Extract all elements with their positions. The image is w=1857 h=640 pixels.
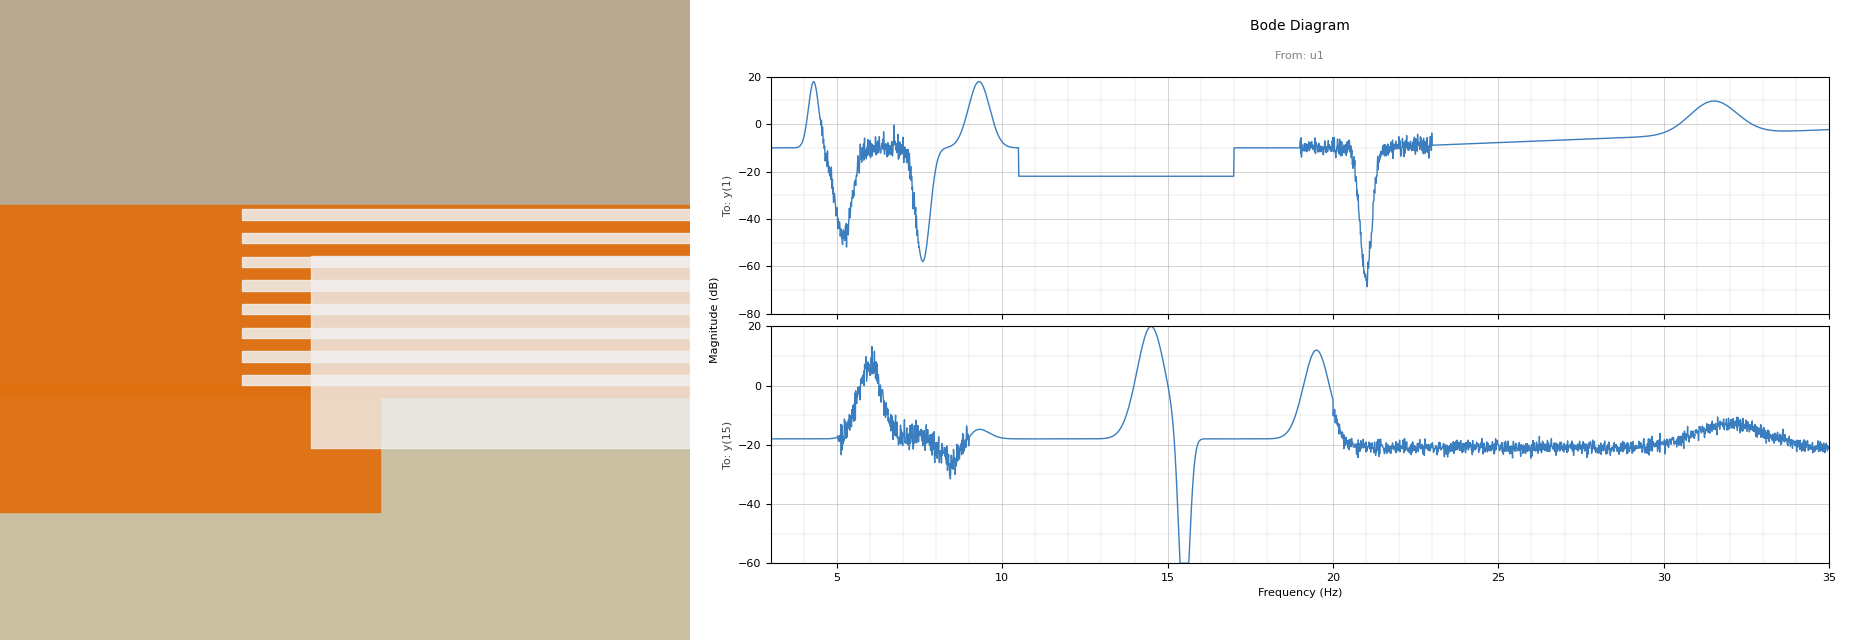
- Text: Magnitude (dB): Magnitude (dB): [709, 277, 721, 363]
- Text: Bode Diagram: Bode Diagram: [1250, 19, 1350, 33]
- Y-axis label: To: y(15): To: y(15): [722, 420, 734, 469]
- Bar: [241, 328, 691, 338]
- Bar: [0, 397, 691, 640]
- Bar: [241, 280, 691, 291]
- X-axis label: Frequency (Hz): Frequency (Hz): [1257, 588, 1343, 598]
- Bar: [241, 304, 691, 314]
- Bar: [241, 233, 691, 243]
- Text: From: u1: From: u1: [1276, 51, 1324, 61]
- Bar: [241, 351, 691, 362]
- Y-axis label: To: y(1): To: y(1): [722, 175, 734, 216]
- Bar: [310, 256, 691, 448]
- Bar: [241, 375, 691, 385]
- Bar: [0, 384, 379, 512]
- Bar: [0, 205, 691, 397]
- Bar: [241, 209, 691, 220]
- Bar: [241, 257, 691, 267]
